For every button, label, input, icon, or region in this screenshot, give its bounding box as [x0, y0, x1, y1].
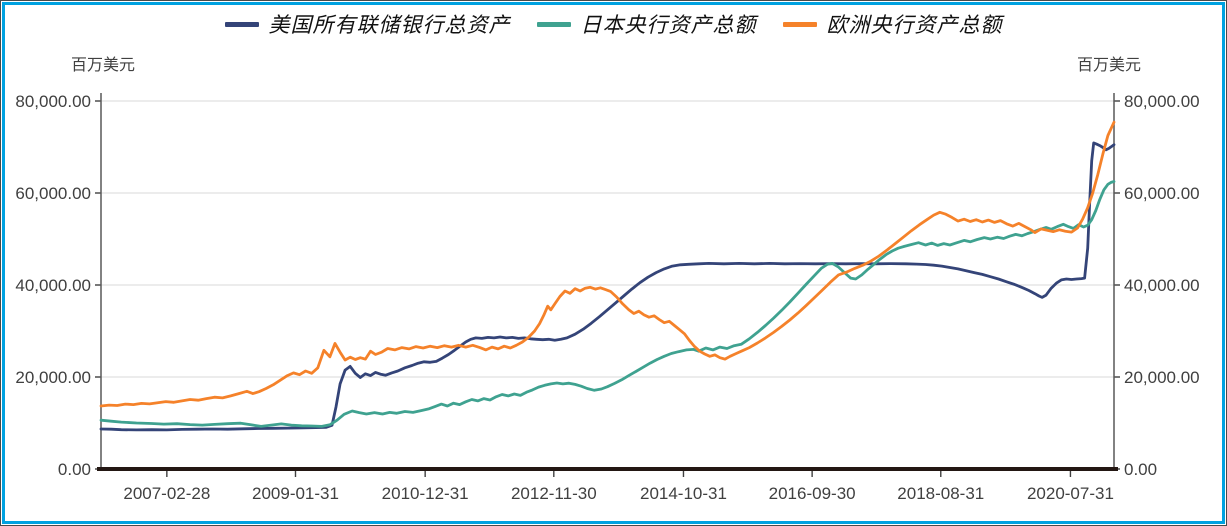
y-axis-label-left: 60,000.00 — [15, 184, 91, 203]
legend-item-ecb: 欧洲央行资产总额 — [782, 9, 1003, 39]
legend-label-boj: 日本央行资产总额 — [580, 13, 757, 37]
x-axis-label: 2016-09-30 — [769, 484, 856, 503]
series-line-1 — [99, 180, 1116, 428]
series-line-0 — [99, 141, 1116, 432]
legend-swatch-boj — [536, 21, 571, 27]
y-axis-label-left: 0.00 — [58, 460, 91, 479]
y-axis-unit-label-left: 百万美元 — [71, 57, 136, 74]
chart-legend: 美国所有联储银行总资产 日本央行资产总额 欧洲央行资产总额 — [1, 9, 1226, 39]
x-axis-label: 2018-08-31 — [897, 484, 984, 503]
y-axis-label-right: 80,000.00 — [1124, 92, 1200, 111]
y-axis-unit-label-right: 百万美元 — [1077, 57, 1142, 74]
x-axis-label: 2007-02-28 — [123, 484, 210, 503]
x-axis-label: 2009-01-31 — [252, 484, 339, 503]
legend-label-ecb: 欧洲央行资产总额 — [826, 13, 1003, 37]
legend-item-boj: 日本央行资产总额 — [536, 9, 757, 39]
x-axis-label: 2010-12-31 — [382, 484, 469, 503]
legend-label-us-fed: 美国所有联储银行总资产 — [268, 13, 511, 37]
y-axis-label-left: 80,000.00 — [15, 92, 91, 111]
legend-swatch-us-fed — [224, 21, 259, 27]
y-axis-label-left: 40,000.00 — [15, 276, 91, 295]
legend-item-us-fed: 美国所有联储银行总资产 — [224, 9, 511, 39]
x-axis-label: 2012-11-30 — [511, 484, 597, 503]
legend-swatch-ecb — [782, 21, 817, 27]
series-line-2 — [99, 120, 1116, 408]
y-axis-label-right: 0.00 — [1124, 460, 1157, 479]
x-axis-label: 2014-10-31 — [640, 484, 727, 503]
y-axis-label-left: 20,000.00 — [15, 368, 91, 387]
y-axis-label-right: 60,000.00 — [1124, 184, 1200, 203]
x-axis-label: 2020-07-31 — [1027, 484, 1114, 503]
y-axis-label-right: 40,000.00 — [1124, 276, 1200, 295]
y-axis-label-right: 20,000.00 — [1124, 368, 1200, 387]
